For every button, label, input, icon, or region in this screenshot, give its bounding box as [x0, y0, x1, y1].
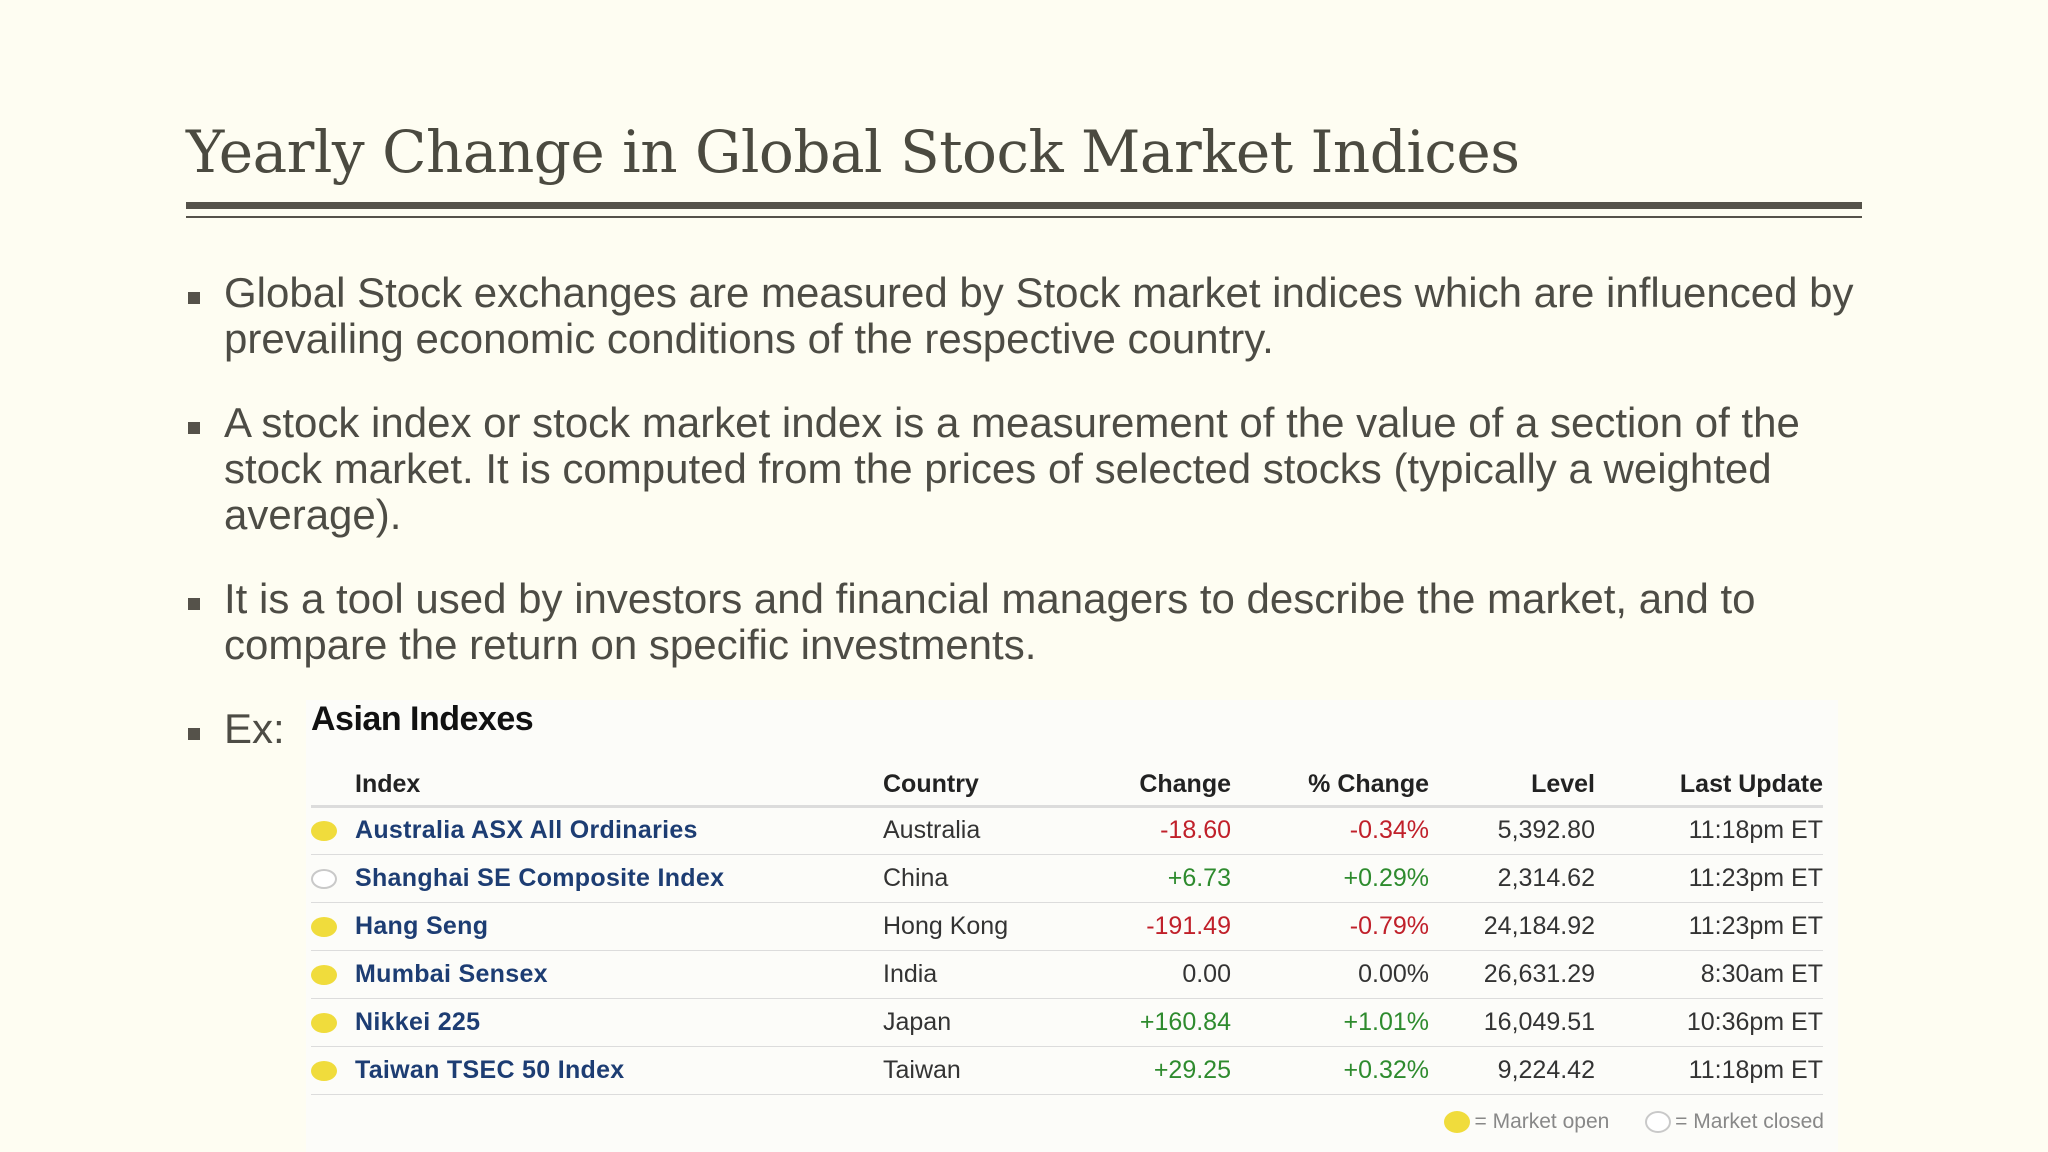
change-cell: +160.84	[1075, 998, 1231, 1047]
change-cell: -191.49	[1075, 902, 1231, 951]
last-update-cell: 11:23pm ET	[1595, 902, 1823, 951]
market-closed-icon	[1645, 1111, 1672, 1134]
level-cell: 26,631.29	[1429, 950, 1595, 999]
last-update-cell: 11:18pm ET	[1595, 1046, 1823, 1095]
last-update-cell: 11:23pm ET	[1595, 854, 1823, 903]
pct-change-cell: 0.00%	[1231, 950, 1429, 999]
level-cell: 2,314.62	[1429, 854, 1595, 903]
level-cell: 24,184.92	[1429, 902, 1595, 951]
header-last-update: Last Update	[1595, 766, 1823, 808]
table-row: Shanghai SE Composite Index China +6.73 +0.…	[311, 854, 1823, 903]
country-cell: Hong Kong	[883, 902, 1075, 951]
country-cell: Japan	[883, 998, 1075, 1047]
title-rule-thick	[186, 202, 1862, 209]
legend-closed-label: = Market closed	[1675, 1110, 1824, 1133]
legend-open-label: = Market open	[1474, 1110, 1610, 1133]
level-cell: 5,392.80	[1429, 806, 1595, 855]
change-cell: 0.00	[1075, 950, 1231, 999]
header-country: Country	[883, 766, 1075, 808]
status-cell	[311, 806, 355, 855]
pct-change-cell: -0.79%	[1231, 902, 1429, 951]
last-update-cell: 8:30am ET	[1595, 950, 1823, 999]
level-cell: 16,049.51	[1429, 998, 1595, 1047]
market-closed-icon	[311, 868, 337, 889]
title-rule-thin	[186, 216, 1862, 218]
index-link[interactable]: Nikkei 225	[355, 998, 883, 1047]
index-link[interactable]: Taiwan TSEC 50 Index	[355, 1046, 883, 1095]
table-row: Nikkei 225 Japan +160.84 +1.01% 16,049.51 10:…	[311, 998, 1823, 1047]
market-open-icon	[311, 964, 337, 985]
country-cell: Australia	[883, 806, 1075, 855]
index-link[interactable]: Hang Seng	[355, 902, 883, 951]
bullet-item: Global Stock exchanges are measured by S…	[186, 270, 1886, 362]
indexes-table: Index Country Change % Change Level Last…	[311, 766, 1823, 1095]
status-cell	[311, 998, 355, 1047]
market-open-icon	[311, 1060, 337, 1081]
pct-change-cell: +0.29%	[1231, 854, 1429, 903]
change-cell: +29.25	[1075, 1046, 1231, 1095]
market-legend: = Market open = Market closed	[1444, 1110, 1824, 1134]
table-body: Australia ASX All Ordinaries Australia -18…	[311, 806, 1823, 1095]
index-link[interactable]: Shanghai SE Composite Index	[355, 854, 883, 903]
market-open-icon	[311, 1012, 337, 1033]
bullet-item: A stock index or stock market index is a…	[186, 400, 1886, 538]
last-update-cell: 10:36pm ET	[1595, 998, 1823, 1047]
change-cell: +6.73	[1075, 854, 1231, 903]
status-cell	[311, 1046, 355, 1095]
table-header-row: Index Country Change % Change Level Last…	[311, 766, 1823, 808]
header-pct-change: % Change	[1231, 766, 1429, 808]
header-index: Index	[355, 766, 883, 808]
pct-change-cell: +0.32%	[1231, 1046, 1429, 1095]
table-row: Hang Seng Hong Kong -191.49 -0.79% 24,184.92…	[311, 902, 1823, 951]
country-cell: Taiwan	[883, 1046, 1075, 1095]
country-cell: India	[883, 950, 1075, 999]
header-level: Level	[1429, 766, 1595, 808]
pct-change-cell: +1.01%	[1231, 998, 1429, 1047]
table-row: Mumbai Sensex India 0.00 0.00% 26,631.29 8:30…	[311, 950, 1823, 999]
pct-change-cell: -0.34%	[1231, 806, 1429, 855]
bullet-item: It is a tool used by investors and finan…	[186, 576, 1886, 668]
index-link[interactable]: Mumbai Sensex	[355, 950, 883, 999]
slide-title: Yearly Change in Global Stock Market Ind…	[186, 118, 1520, 186]
table-row: Australia ASX All Ordinaries Australia -18…	[311, 806, 1823, 855]
market-open-icon	[311, 916, 337, 937]
bullet-list: Global Stock exchanges are measured by S…	[186, 270, 1886, 790]
index-link[interactable]: Australia ASX All Ordinaries	[355, 806, 883, 855]
country-cell: China	[883, 854, 1075, 903]
market-open-icon	[1444, 1111, 1471, 1134]
bullet-item-example: Ex:	[186, 706, 1886, 752]
asian-indexes-panel: Asian Indexes Index Country Change % Cha…	[306, 700, 1838, 1152]
header-status	[311, 766, 355, 808]
status-cell	[311, 950, 355, 999]
table-title: Asian Indexes	[311, 700, 534, 738]
market-open-icon	[311, 821, 337, 842]
change-cell: -18.60	[1075, 806, 1231, 855]
table-row: Taiwan TSEC 50 Index Taiwan +29.25 +0.32% 9,…	[311, 1046, 1823, 1095]
level-cell: 9,224.42	[1429, 1046, 1595, 1095]
status-cell	[311, 902, 355, 951]
last-update-cell: 11:18pm ET	[1595, 806, 1823, 855]
status-cell	[311, 854, 355, 903]
header-change: Change	[1075, 766, 1231, 808]
